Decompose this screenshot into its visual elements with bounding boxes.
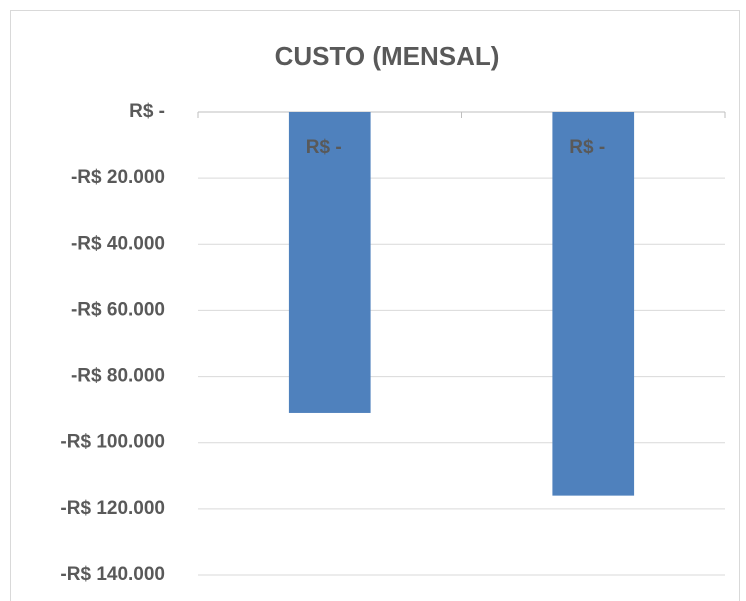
y-tick-label: -R$ 40.000 bbox=[71, 233, 165, 254]
y-tick-label: -R$ 80.000 bbox=[71, 366, 165, 387]
y-tick-label: -R$ 60.000 bbox=[71, 299, 165, 320]
bar bbox=[288, 112, 371, 413]
data-label: R$ - bbox=[306, 137, 342, 158]
y-tick-label: -R$ 100.000 bbox=[60, 432, 165, 453]
y-tick-label: R$ - bbox=[129, 101, 165, 122]
y-tick-label: -R$ 120.000 bbox=[60, 498, 165, 519]
y-tick-label: -R$ 140.000 bbox=[60, 564, 165, 585]
y-tick-label: -R$ 20.000 bbox=[71, 167, 165, 188]
bar bbox=[552, 112, 635, 496]
data-label: R$ - bbox=[569, 137, 605, 158]
chart-title: CUSTO (MENSAL) bbox=[275, 41, 500, 71]
